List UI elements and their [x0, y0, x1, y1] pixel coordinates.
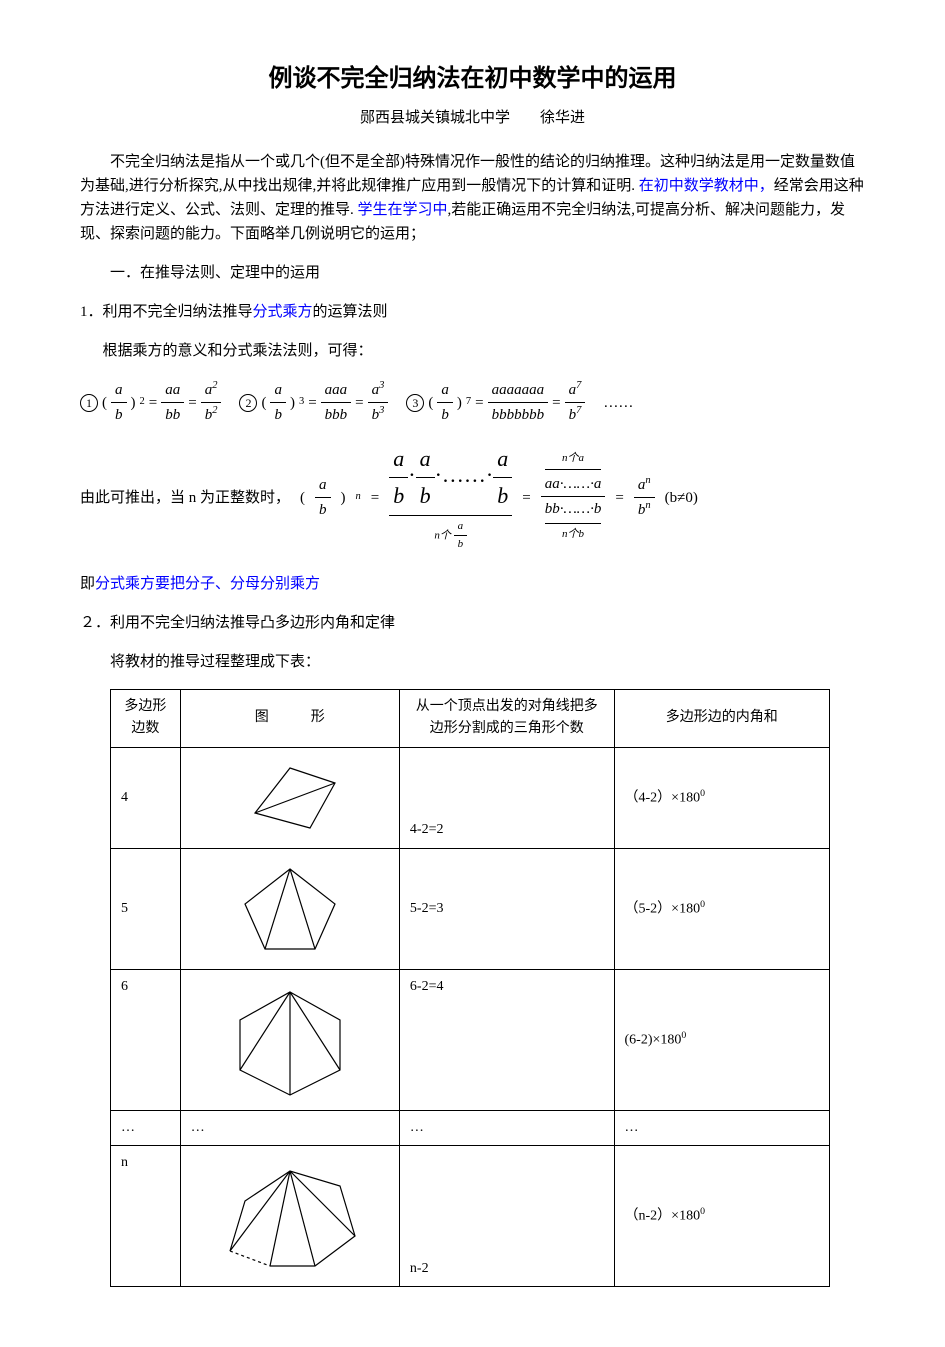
eq-3: 3 (ab)7 = aaaaaaabbbbbbb = a7b7: [406, 378, 585, 427]
table-row: n n-2 （n-2）×1800: [111, 1146, 830, 1287]
condition: (b≠0): [665, 486, 698, 510]
cell-shape-dots: …: [180, 1110, 399, 1145]
sum6-text: (6-2)×180: [625, 1032, 682, 1047]
cell-sum-n: （n-2）×1800: [614, 1146, 829, 1287]
section-1-head: 一．在推导法则、定理中的运用: [80, 261, 865, 285]
table-row: … … … …: [111, 1110, 830, 1145]
sumn-deg: 0: [700, 1206, 705, 1217]
hexagon-icon: [220, 980, 360, 1100]
n-b-label: n个b: [545, 526, 602, 544]
cell-calc-dots: …: [399, 1110, 614, 1145]
n-a-label: n个a: [545, 450, 602, 468]
cell-sum-dots: …: [614, 1110, 829, 1145]
cell-sum-6: (6-2)×1800: [614, 969, 829, 1110]
cell-n-n: n: [111, 1146, 181, 1287]
intro-paragraph: 不完全归纳法是指从一个或几个(但不是全部)特殊情况作一般性的结论的归纳推理。这种…: [80, 150, 865, 246]
equation-row-1: 1 (ab)2 = aabb = a2b2 2 (ab)3 = aaabbb =…: [80, 378, 865, 427]
eq-dots: ……: [603, 391, 633, 415]
cell-calc-5: 5-2=3: [399, 848, 614, 969]
n-frac-label: n个: [434, 529, 451, 541]
table-row: 4 4-2=2 （4-2）×1800: [111, 747, 830, 848]
cell-calc-n: n-2: [399, 1146, 614, 1287]
th-triangles: 从一个顶点出发的对角线把多边形分割成的三角形个数: [399, 689, 614, 747]
cell-sum-4: （4-2）×1800: [614, 747, 829, 848]
item1-a: 1．利用不完全归纳法推导: [80, 304, 253, 320]
item-1-line2: 根据乘方的意义和分式乘法法则，可得：: [103, 339, 866, 363]
sum4-deg: 0: [700, 788, 705, 799]
cell-n-6: 6: [111, 969, 181, 1110]
item-2-line2: 将教材的推导过程整理成下表：: [110, 650, 865, 674]
page-title: 例谈不完全归纳法在初中数学中的运用: [80, 60, 865, 98]
th-shape: 图 形: [180, 689, 399, 747]
cell-n-5: 5: [111, 848, 181, 969]
underbrace-fracs: ab·ab·……·ab n个 ab: [389, 441, 512, 554]
cell-shape-4: [180, 747, 399, 848]
general-equation: 由此可推出，当 n 为正整数时， (ab)n = ab·ab·……·ab n个 …: [80, 441, 865, 554]
sumn-text: （n-2）×180: [625, 1209, 701, 1224]
cell-shape-5: [180, 848, 399, 969]
item1-b: 分式乘方: [253, 304, 313, 320]
cell-shape-6: [180, 969, 399, 1110]
sum4-text: （4-2）×180: [625, 790, 701, 805]
th-sides: 多边形边数: [111, 689, 181, 747]
sum5-deg: 0: [700, 899, 705, 910]
intro-text-b: 在初中数学教材中，: [639, 178, 774, 194]
ngon-icon: [215, 1156, 365, 1276]
eq-1: 1 (ab)2 = aabb = a2b2: [80, 378, 221, 427]
conclusion-1: 即分式乘方要把分子、分母分别乘方: [80, 572, 865, 596]
cell-n-dots: …: [111, 1110, 181, 1145]
author-line: 郧西县城关镇城北中学 徐华进: [80, 106, 865, 130]
circled-1: 1: [80, 394, 98, 412]
item-2-line1: ２．利用不完全归纳法推导凸多边形内角和定律: [80, 611, 865, 635]
item1-c: 的运算法则: [313, 304, 388, 320]
item-1-line1: 1．利用不完全归纳法推导分式乘方的运算法则: [80, 300, 865, 324]
conclusion1-b: 分式乘方要把分子、分母分别乘方: [95, 576, 320, 592]
cell-sum-5: （5-2）×1800: [614, 848, 829, 969]
cell-calc-6: 6-2=4: [399, 969, 614, 1110]
cell-shape-n: [180, 1146, 399, 1287]
sum5-text: （5-2）×180: [625, 901, 701, 916]
derive-prefix: 由此可推出，当 n 为正整数时，: [80, 486, 290, 510]
polygon-table: 多边形边数 图 形 从一个顶点出发的对角线把多边形分割成的三角形个数 多边形边的…: [110, 689, 830, 1287]
overbrace-frac: n个a aa·……·a bb·……·b n个b: [541, 450, 606, 546]
cell-calc-4: 4-2=2: [399, 747, 614, 848]
table-row: 6 6-2=4 (6-2)×1800: [111, 969, 830, 1110]
quadrilateral-icon: [235, 758, 345, 838]
sum6-deg: 0: [681, 1030, 686, 1041]
circled-2: 2: [239, 394, 257, 412]
conclusion1-a: 即: [80, 576, 95, 592]
cell-n-4: 4: [111, 747, 181, 848]
th-anglesum: 多边形边的内角和: [614, 689, 829, 747]
circled-3: 3: [406, 394, 424, 412]
table-row: 5 5-2=3 （5-2）×1800: [111, 848, 830, 969]
eq-2: 2 (ab)3 = aaabbb = a3b3: [239, 378, 388, 427]
pentagon-icon: [230, 859, 350, 959]
table-header-row: 多边形边数 图 形 从一个顶点出发的对角线把多边形分割成的三角形个数 多边形边的…: [111, 689, 830, 747]
intro-text-d: 学生在学习中: [358, 202, 448, 218]
